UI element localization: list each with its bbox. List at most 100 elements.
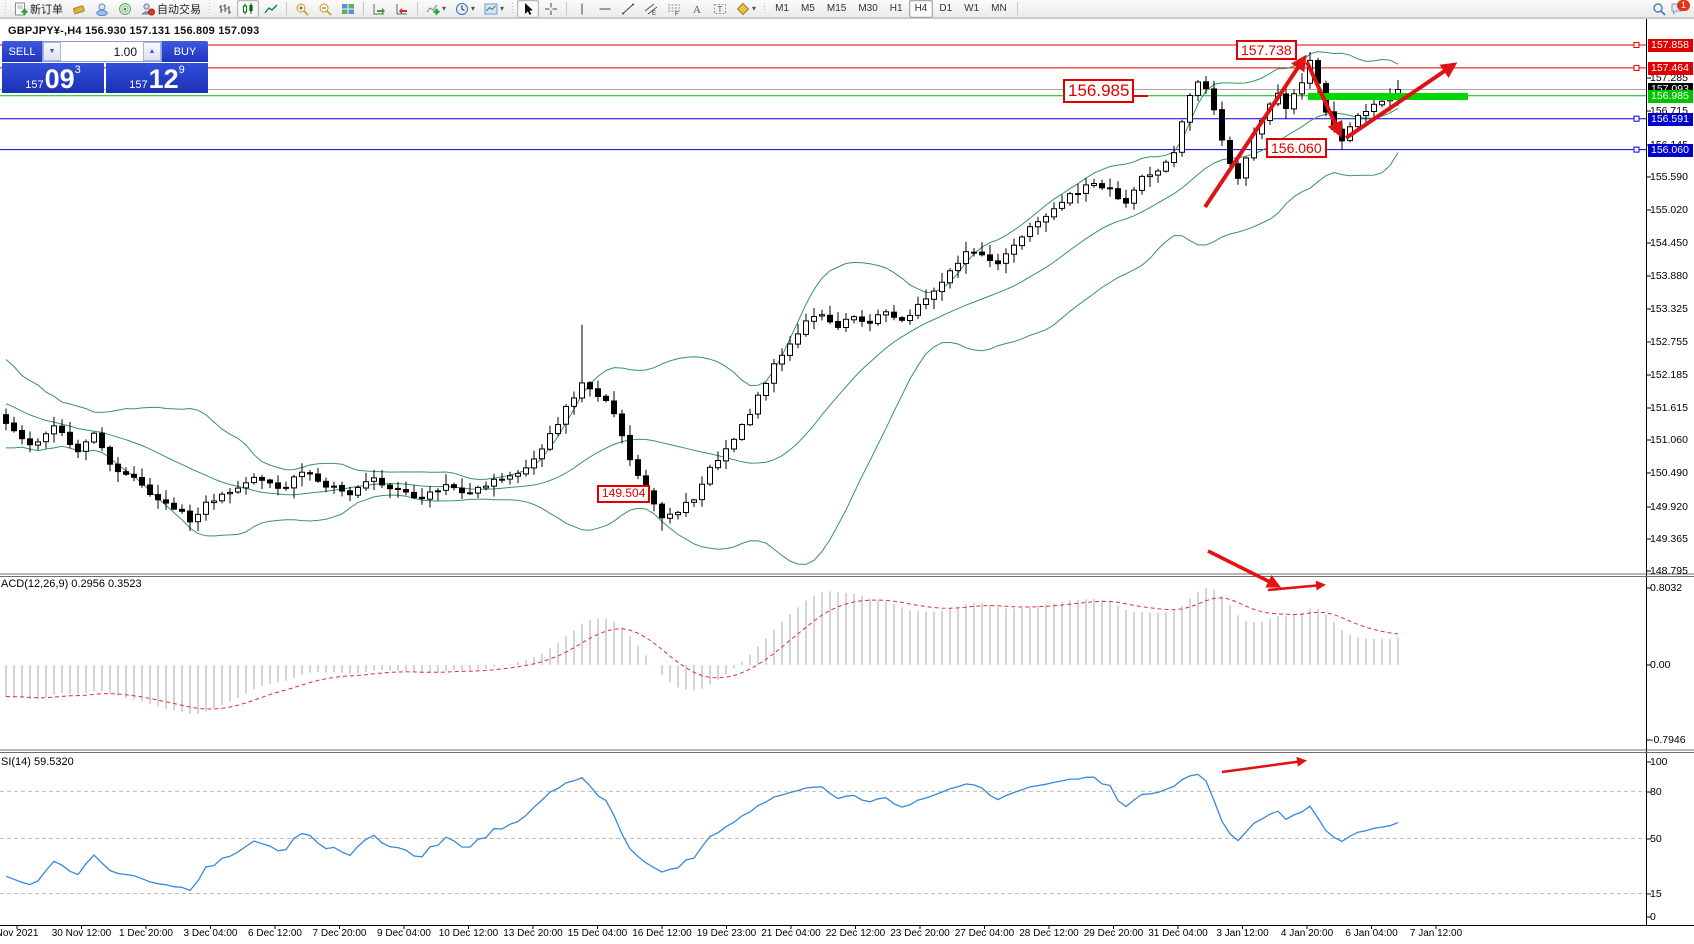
rsi-flat-arrow[interactable]	[1221, 756, 1307, 774]
candle-body	[363, 481, 369, 489]
signal-button[interactable]	[114, 0, 136, 18]
profile-button[interactable]	[91, 0, 113, 18]
price-annotation-box[interactable]: 156.985	[1063, 79, 1135, 103]
fibonacci-button[interactable]: F	[663, 0, 685, 18]
candle-body	[67, 431, 73, 445]
clock-icon	[456, 2, 469, 15]
candle-body	[427, 491, 433, 500]
new-order-icon	[15, 2, 28, 15]
candle-body	[795, 333, 801, 345]
price-axis[interactable]: 157.285156.715156.145155.590155.020154.4…	[1648, 0, 1694, 944]
timeframe-M15[interactable]: M15	[826, 2, 847, 14]
green-support-bar[interactable]	[1308, 93, 1468, 100]
timeframe-D1[interactable]: D1	[939, 2, 953, 14]
periods-button[interactable]: ▾	[451, 0, 479, 18]
bar-chart-button[interactable]	[214, 0, 236, 18]
time-axis[interactable]: Nov 2021 30 Nov 12:00 1 Dec 20:00 3 Dec 04:…	[0, 926, 1694, 944]
toolbar-grip[interactable]	[763, 2, 767, 15]
vertical-line-button[interactable]	[571, 0, 593, 18]
volume-increase-button[interactable]: ▲	[143, 42, 161, 61]
sell-button[interactable]: SELL	[2, 41, 42, 62]
templates-button[interactable]: ▾	[480, 0, 508, 18]
add-indicator-button[interactable]: ▾	[422, 0, 450, 18]
vertical-line-icon	[581, 3, 583, 14]
new-order-button[interactable]: 新订单	[10, 0, 67, 18]
buy-button[interactable]: BUY	[162, 41, 208, 62]
text-icon: A	[693, 4, 701, 16]
time-axis-label: 19 Dec 23:00	[696, 928, 757, 939]
candle-body	[115, 463, 121, 473]
price-annotation-box[interactable]: 157.738	[1236, 40, 1297, 61]
tile-windows-button[interactable]	[337, 0, 359, 18]
candle-body	[123, 471, 129, 475]
impulse-up-arrow[interactable]	[1203, 54, 1307, 209]
svg-text:A: A	[693, 4, 701, 16]
candle-body	[163, 499, 169, 504]
price-annotation-box[interactable]: 149.504	[597, 485, 651, 503]
candle-body	[571, 397, 577, 407]
sell-price-display[interactable]: 157 09 3	[2, 63, 104, 93]
candle-body	[803, 320, 809, 335]
timeframe-MN[interactable]: MN	[991, 2, 1007, 14]
crosshair-button[interactable]	[540, 0, 562, 18]
zoom-out-button[interactable]	[314, 0, 336, 18]
projection-up-arrow[interactable]	[1344, 62, 1458, 140]
trendline-button[interactable]	[617, 0, 639, 18]
line-drag-handle[interactable]	[1633, 146, 1640, 153]
macd-down-arrow[interactable]	[1207, 549, 1282, 588]
timeframe-W1[interactable]: W1	[964, 2, 980, 14]
candle-body	[675, 511, 681, 516]
toolbar-grip[interactable]	[208, 2, 211, 15]
candle-body	[603, 395, 609, 401]
volume-input[interactable]: 1.00	[113, 44, 137, 59]
candlestick-button[interactable]	[237, 0, 259, 18]
notifications-button[interactable]: 1	[1670, 0, 1690, 17]
line-drag-handle[interactable]	[1633, 115, 1640, 122]
pullback-down-arrow[interactable]	[1305, 61, 1343, 138]
text-label-button[interactable]: T	[709, 0, 731, 18]
zoom-in-button[interactable]	[291, 0, 313, 18]
candle-body	[11, 422, 17, 432]
candle-body	[1019, 236, 1025, 247]
toolbar-separator	[1016, 2, 1018, 15]
line-chart-button[interactable]	[260, 0, 282, 18]
auto-scroll-button[interactable]	[368, 0, 390, 18]
horizontal-line-button[interactable]	[594, 0, 616, 18]
candle-body	[955, 262, 961, 272]
time-axis-label: 9 Dec 04:00	[377, 928, 431, 939]
line-drag-handle[interactable]	[1633, 64, 1640, 71]
svg-text:F: F	[675, 11, 679, 16]
volume-decrease-button[interactable]: ▼	[43, 42, 61, 61]
auto-trading-button[interactable]: 自动交易	[137, 0, 205, 18]
candle-body	[739, 424, 745, 440]
toolbar-grip[interactable]	[4, 2, 7, 15]
candle-body	[203, 501, 209, 515]
candle-body	[347, 490, 353, 496]
buy-price-display[interactable]: 157 12 9	[106, 63, 208, 93]
timeframe-M1[interactable]: M1	[775, 2, 789, 14]
candle-body	[1035, 221, 1041, 228]
timeframe-M30[interactable]: M30	[858, 2, 878, 14]
search-icon[interactable]	[1652, 2, 1666, 16]
candle-body	[747, 414, 753, 426]
eraser-button[interactable]	[68, 0, 90, 18]
timeframe-H1[interactable]: H1	[889, 2, 903, 14]
shapes-button[interactable]: ▾	[732, 0, 760, 18]
line-drag-handle[interactable]	[1633, 42, 1640, 48]
candle-body	[1131, 189, 1137, 204]
toolbar-grip[interactable]	[511, 2, 515, 15]
chart-shift-button[interactable]	[391, 0, 413, 18]
text-button[interactable]: A	[686, 0, 708, 18]
macd-flat-arrow[interactable]	[1267, 580, 1326, 592]
equidistant-channel-button[interactable]: E	[640, 0, 662, 18]
toolbar-separator	[417, 2, 418, 15]
timeframe-H4[interactable]: H4	[908, 0, 934, 18]
cursor-button[interactable]	[517, 0, 540, 18]
price-annotation-box[interactable]: 156.060	[1266, 138, 1327, 159]
candle-body	[1195, 81, 1201, 96]
candle-body	[1163, 161, 1169, 172]
timeframe-M5[interactable]: M5	[800, 2, 815, 14]
toolbar-separator	[363, 2, 364, 15]
